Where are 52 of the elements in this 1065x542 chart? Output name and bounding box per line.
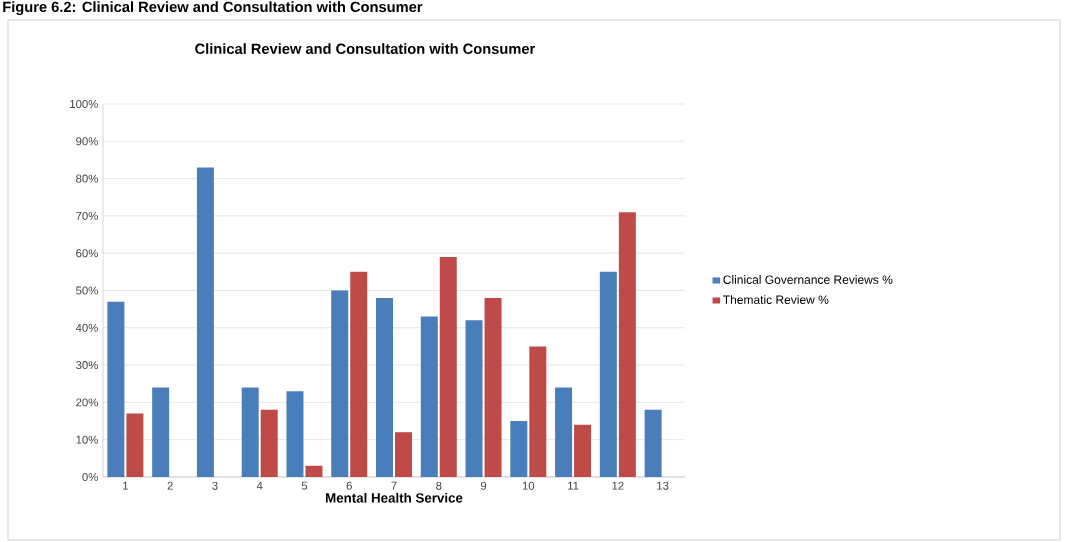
bar — [305, 465, 323, 477]
x-tick-label: 2 — [167, 481, 173, 490]
x-tick-label: 9 — [480, 481, 487, 490]
bar — [618, 212, 636, 477]
x-tick-label: 13 — [657, 481, 669, 490]
x-tick-label: 7 — [391, 481, 397, 490]
bar — [376, 297, 394, 477]
x-tick-label: 3 — [212, 481, 218, 490]
bar — [574, 424, 592, 477]
chart-title: Clinical Review and Consultation with Consumer — [195, 43, 535, 54]
bar — [286, 391, 304, 477]
bar — [331, 290, 349, 477]
bar — [599, 271, 617, 477]
x-tick-label: 8 — [436, 481, 442, 490]
x-tick-label: 10 — [522, 481, 535, 490]
x-tick-label: 1 — [123, 481, 128, 490]
y-tick-label: 50% — [76, 286, 98, 295]
bar — [529, 346, 547, 477]
y-tick-label: 70% — [76, 211, 98, 220]
bar — [644, 409, 662, 477]
y-tick-label: 30% — [76, 361, 98, 370]
y-tick-label: 80% — [76, 174, 98, 183]
bar — [555, 387, 573, 477]
bar — [510, 421, 528, 477]
bar — [152, 387, 170, 477]
bar — [484, 297, 502, 477]
bar — [395, 432, 412, 477]
y-tick-label: 90% — [76, 137, 98, 146]
y-tick-label: 0% — [82, 472, 98, 481]
bar — [350, 271, 368, 477]
x-tick-label: 12 — [612, 481, 624, 490]
legend-label: Clinical Governance Reviews % — [723, 275, 893, 284]
x-tick-label: 5 — [301, 481, 308, 490]
y-tick-label: 40% — [75, 323, 98, 332]
x-axis-title: Mental Health Service — [325, 492, 463, 503]
caption: Figure 6.2: Clinical Review and Consultation with Consumer — [3, 1, 423, 15]
bar — [420, 316, 438, 477]
bar — [260, 409, 278, 477]
y-tick-label: 100% — [70, 99, 98, 108]
y-tick-label: 60% — [76, 249, 98, 258]
bar — [439, 256, 457, 477]
bar — [465, 320, 483, 477]
legend-label: Thematic Review % — [723, 295, 829, 304]
x-tick-label: 11 — [568, 481, 579, 490]
x-tick-label: 4 — [256, 481, 263, 490]
bar — [196, 167, 214, 477]
bar — [107, 301, 125, 477]
y-tick-label: 10% — [76, 435, 98, 444]
x-tick-label: 6 — [346, 481, 352, 490]
y-tick-label: 20% — [76, 398, 98, 407]
bar — [126, 413, 144, 477]
bar — [241, 387, 259, 477]
